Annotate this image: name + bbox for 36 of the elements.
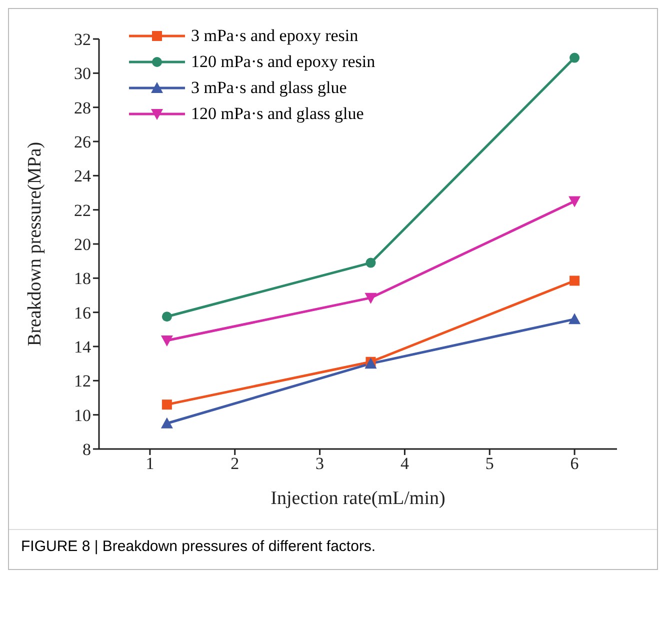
y-tick-label: 20: [74, 235, 91, 254]
x-tick-label: 1: [146, 454, 154, 474]
point: [160, 417, 173, 428]
x-tick-label: 3: [316, 454, 324, 474]
y-tick-label: 32: [74, 30, 91, 50]
point: [366, 258, 376, 268]
point: [568, 313, 581, 324]
legend-label: 3 mPa·s and glass glue: [191, 77, 347, 99]
y-tick-label: 30: [74, 64, 91, 84]
point: [162, 312, 172, 322]
point: [160, 336, 173, 347]
point: [364, 292, 377, 304]
y-tick-label: 14: [74, 338, 92, 357]
x-tick-label: 6: [570, 454, 579, 474]
legend-label: 120 mPa·s and glass glue: [191, 103, 364, 125]
legend-label: 120 mPa·s and epoxy resin: [191, 51, 376, 73]
x-tick-label: 2: [230, 454, 240, 474]
y-tick-label: 24: [74, 166, 92, 186]
point: [570, 276, 580, 286]
y-tick-label: 26: [74, 132, 91, 152]
x-tick-label: 4: [400, 454, 410, 474]
x-tick-label: 5: [485, 454, 494, 474]
point: [162, 400, 172, 410]
y-tick-label: 8: [82, 440, 91, 460]
y-tick-label: 18: [74, 269, 91, 288]
point: [570, 52, 580, 63]
x-axis-title: Injection rate(mL/min): [270, 488, 446, 509]
y-tick-label: 16: [74, 303, 91, 322]
y-axis-title: Breakdown pressure(MPa): [24, 142, 46, 346]
point: [568, 196, 581, 208]
y-tick-label: 28: [74, 98, 91, 118]
caption: FIGURE 8 | Breakdown pressures of different factors.: [9, 529, 657, 569]
legend-label: 3 mPa·s and epoxy resin: [191, 25, 358, 47]
y-tick-label: 12: [74, 372, 91, 391]
y-tick-label: 22: [74, 200, 91, 220]
y-tick-label: 10: [74, 406, 91, 425]
